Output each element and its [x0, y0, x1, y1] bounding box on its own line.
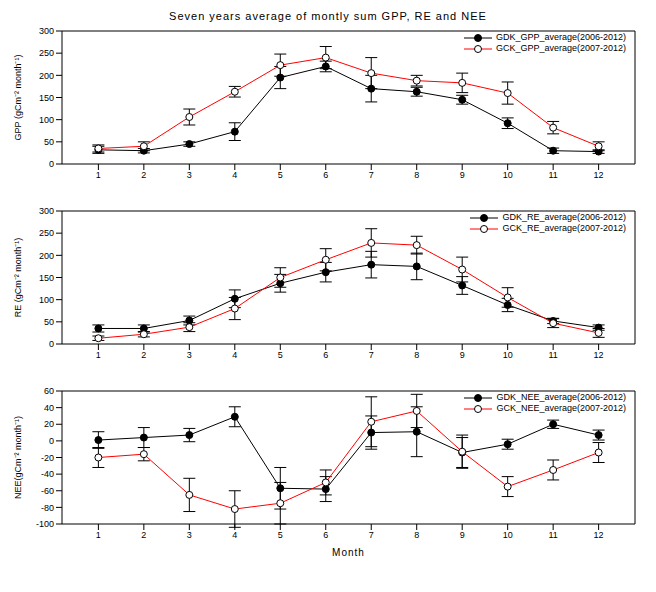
svg-text:7: 7 — [369, 170, 374, 180]
svg-text:8: 8 — [414, 350, 419, 360]
svg-text:11: 11 — [548, 350, 557, 360]
svg-text:200: 200 — [39, 71, 54, 81]
svg-text:9: 9 — [460, 170, 465, 180]
svg-text:3: 3 — [187, 350, 192, 360]
svg-text:7: 7 — [369, 350, 374, 360]
html-text:GCK_NEE_average(2007-2012): GCK_NEE_average(2007-2012) — [496, 403, 626, 413]
svg-text:2: 2 — [141, 530, 146, 540]
svg-text:3: 3 — [187, 530, 192, 540]
svg-text:10: 10 — [503, 530, 513, 540]
svg-text:-60: -60 — [41, 486, 54, 496]
svg-text:200: 200 — [39, 251, 54, 261]
svg-text:-100: -100 — [36, 519, 54, 529]
html-text:GCK_GPP_average(2007-2012): GCK_GPP_average(2007-2012) — [495, 43, 626, 53]
svg-text:9: 9 — [460, 350, 465, 360]
svg-text:1: 1 — [96, 350, 101, 360]
svg-text:-80: -80 — [41, 503, 54, 513]
svg-text:300: 300 — [39, 26, 54, 36]
svg-text:300: 300 — [39, 206, 54, 216]
svg-text:8: 8 — [414, 170, 419, 180]
svg-text:150: 150 — [39, 273, 54, 283]
svg-text:100: 100 — [39, 295, 54, 305]
svg-text:8: 8 — [414, 530, 419, 540]
svg-text:6: 6 — [323, 170, 328, 180]
svg-text:100: 100 — [39, 115, 54, 125]
svg-text:4: 4 — [232, 530, 237, 540]
svg-text:5: 5 — [278, 350, 283, 360]
svg-text:250: 250 — [39, 228, 54, 238]
svg-text:7: 7 — [369, 530, 374, 540]
html-text:Seven years average of montly: Seven years average of montly sum GPP, R… — [169, 10, 487, 22]
svg-text:150: 150 — [39, 93, 54, 103]
svg-text:Month: Month — [332, 547, 365, 558]
svg-text:250: 250 — [39, 48, 54, 58]
svg-text:9: 9 — [460, 530, 465, 540]
svg-text:3: 3 — [187, 170, 192, 180]
svg-text:12: 12 — [594, 170, 604, 180]
svg-text:NEE(gCm⁻² month⁻¹): NEE(gCm⁻² month⁻¹) — [13, 416, 23, 499]
svg-text:2: 2 — [141, 170, 146, 180]
svg-text:20: 20 — [44, 419, 54, 429]
svg-text:10: 10 — [503, 170, 513, 180]
svg-text:5: 5 — [278, 170, 283, 180]
html-text:GDK_RE_average(2006-2012): GDK_RE_average(2006-2012) — [502, 212, 626, 222]
svg-text:1: 1 — [96, 170, 101, 180]
svg-text:50: 50 — [44, 137, 54, 147]
svg-text:50: 50 — [44, 317, 54, 327]
html-text:GDK_NEE_average(2006-2012): GDK_NEE_average(2006-2012) — [496, 392, 626, 402]
svg-text:40: 40 — [44, 403, 54, 413]
svg-text:4: 4 — [232, 350, 237, 360]
svg-text:4: 4 — [232, 170, 237, 180]
svg-text:60: 60 — [44, 386, 54, 396]
svg-text:RE (gCm⁻² month⁻¹): RE (gCm⁻² month⁻¹) — [13, 238, 23, 318]
svg-text:12: 12 — [594, 530, 604, 540]
html-text:GCK_RE_average(2007-2012): GCK_RE_average(2007-2012) — [502, 223, 626, 233]
svg-text:12: 12 — [594, 350, 604, 360]
svg-text:11: 11 — [548, 530, 557, 540]
svg-text:-40: -40 — [41, 469, 54, 479]
svg-text:10: 10 — [503, 350, 513, 360]
svg-text:6: 6 — [323, 530, 328, 540]
svg-text:GPP (gCm⁻² month⁻¹): GPP (gCm⁻² month⁻¹) — [13, 55, 23, 141]
svg-text:0: 0 — [49, 436, 54, 446]
svg-text:1: 1 — [96, 530, 101, 540]
svg-text:0: 0 — [49, 339, 54, 349]
svg-text:11: 11 — [548, 170, 557, 180]
svg-text:2: 2 — [141, 350, 146, 360]
svg-text:0: 0 — [49, 159, 54, 169]
svg-text:5: 5 — [278, 530, 283, 540]
html-text:GDK_GPP_average(2006-2012): GDK_GPP_average(2006-2012) — [495, 32, 626, 42]
svg-text:6: 6 — [323, 350, 328, 360]
svg-text:-20: -20 — [41, 453, 54, 463]
